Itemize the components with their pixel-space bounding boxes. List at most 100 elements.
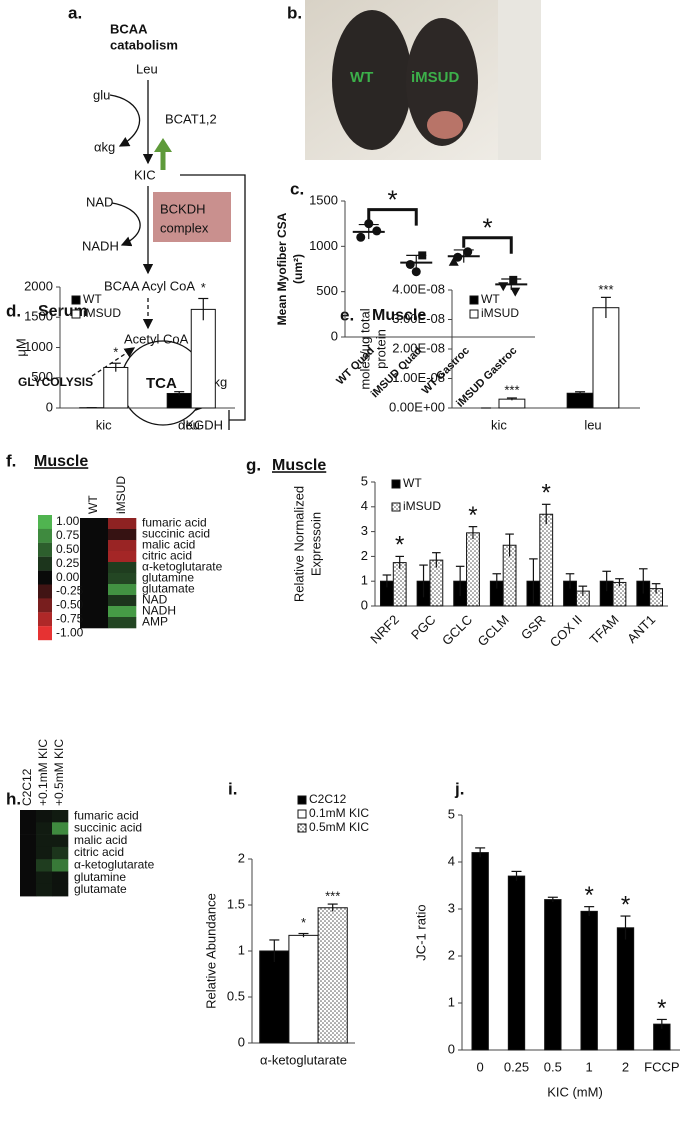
row-label: glutamate [74,882,127,896]
significance-star: * [584,882,593,909]
significance-star: * [657,995,666,1022]
x-tick-label: TFAM [586,612,621,647]
color-scale-label: 0.25 [56,556,80,570]
column-header: +0.5mM KIC [52,739,66,806]
color-scale-cell [38,626,52,641]
pathway-diagram: BCAA catabolism Leu glu BCAT1,2 αkg KIC … [18,21,246,432]
heatmap-cell [108,606,137,618]
heatmap-cell [36,859,53,872]
legend-swatch [469,295,479,305]
legend-label: iMSUD [403,499,441,513]
panel-title: Muscle [372,307,426,324]
panel-label: b. [287,3,302,22]
legend-swatch [297,795,307,805]
panel-label: f. [6,451,16,470]
significance-star: * [395,532,404,559]
color-scale-label: 0.75 [56,528,80,542]
row-label: fumaric acid [74,808,139,822]
row-label: NADH [142,604,176,618]
row-label: fumaric acid [142,516,207,530]
y-tick-label: 1 [238,942,245,957]
photo: WT iMSUD [305,0,541,160]
heatmap-cell [52,871,69,885]
metabolite: NAD [86,194,113,209]
column-header: WT [86,495,100,514]
color-scale-cell [38,556,52,571]
bar [166,392,192,409]
column-header: iMSUD [114,476,128,514]
y-tick-label: 3 [448,900,455,915]
x-tick-label: kic [96,417,112,432]
y-axis-label: Relative Abundance [203,893,218,1009]
heatmap-cell [20,859,37,872]
feedback-line [180,174,246,421]
significance-star: * [542,480,551,507]
legend-label: WT [481,292,500,306]
metabolite: Acetyl CoA [124,331,189,346]
heatmap-cell [20,846,37,860]
y-tick-label: 2 [448,947,455,962]
y-tick-label: 3.00E-08 [392,311,445,326]
y-tick-label: 2000 [24,278,53,293]
data-point [405,259,415,269]
significance-star: * [468,502,477,529]
x-tick-label: 1 [586,1059,593,1074]
y-tick-label: 3 [361,523,368,538]
color-scale-label: 1.00 [56,514,80,528]
legend-swatch [297,809,307,819]
color-scale-cell [38,542,52,557]
bar [507,875,526,1051]
heatmap-cell [108,518,137,530]
data-point [448,256,459,266]
legend-label: C2C12 [309,792,347,806]
y-tick-label: 1.00E-08 [392,370,445,385]
color-scale-label: -0.50 [56,598,84,612]
y-axis-label: (um²) [291,254,305,284]
panel-label: c. [290,179,304,198]
heatmap-cell [80,518,109,530]
row-label: glutamine [142,571,194,585]
heatmap-cell [80,562,109,574]
row-label: citric acid [142,549,192,563]
row-label: glutamine [74,870,126,884]
significance-bracket [462,236,513,254]
y-tick-label: 4.00E-08 [392,281,445,296]
photo-label: WT [350,69,373,86]
bar [392,562,407,607]
heatmap-cell [52,846,69,860]
y-axis-label: moles/µg total [357,308,372,389]
color-scale-label: -0.25 [56,584,84,598]
pathway: GLYCOLYSIS [18,375,93,389]
y-tick-label: 4 [361,498,368,513]
panel-label: a. [68,3,82,22]
mouse-skin [427,111,463,139]
heatmap-cell [108,551,137,563]
heatmap-cell [36,810,53,823]
metabolite: BCAA Acyl CoA [104,278,195,293]
heatmap-cell [20,822,37,835]
column-header: C2C12 [20,768,34,806]
color-scale-cell [38,515,52,529]
heatmap-cell [52,834,69,848]
heatmap-cell [52,822,69,835]
heatmap-cell [108,595,137,607]
heatmap-cell [80,573,109,585]
bar [566,392,594,409]
bar [471,852,489,1051]
x-tick-label: GCLM [475,612,512,649]
heatmap-cell [20,883,37,897]
legend-swatch [71,295,81,305]
row-label: succinic acid [74,821,142,835]
row-label: glutamate [142,582,195,596]
significance-star: * [201,280,206,295]
metabolite: KIC [134,167,156,182]
x-tick-label: PGC [408,612,439,643]
y-tick-label: 1 [361,573,368,588]
x-axis-label: KIC (mM) [547,1084,603,1099]
bar [288,934,319,1044]
heatmap-cell [108,573,137,585]
x-tick-label: 0.5 [544,1059,562,1074]
metabolite: NADH [82,238,119,253]
green-arrow-head [154,138,172,152]
enzyme: BCAT1,2 [165,111,217,126]
